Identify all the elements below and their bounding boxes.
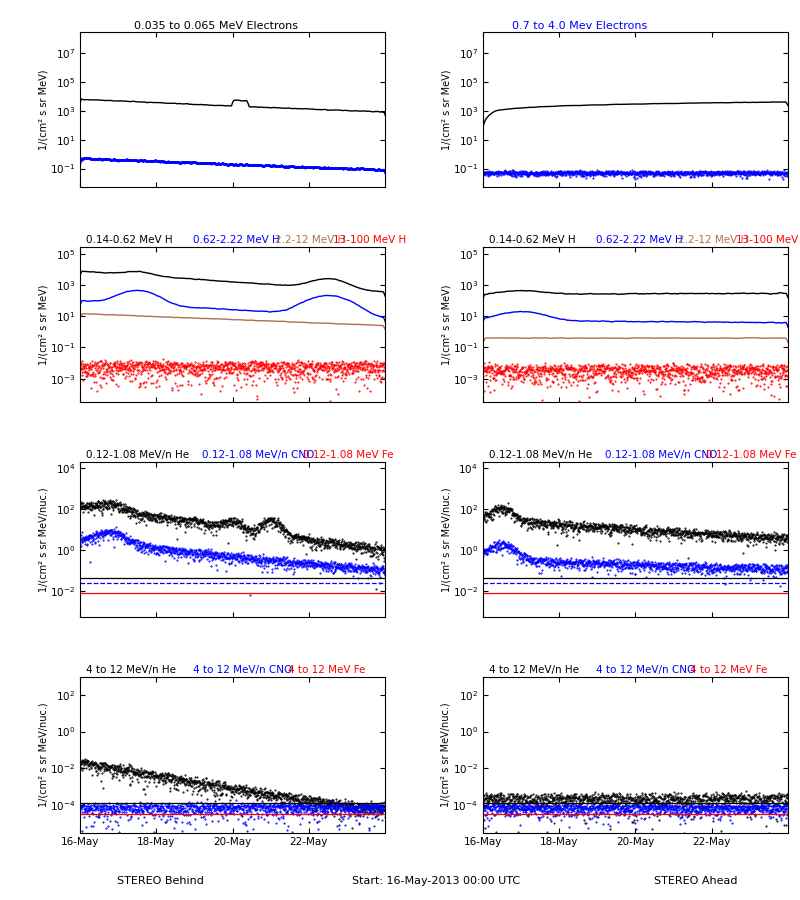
Text: 0.12-1.08 MeV/n CNO: 0.12-1.08 MeV/n CNO bbox=[202, 450, 314, 460]
Text: STEREO Behind: STEREO Behind bbox=[117, 876, 203, 886]
Text: 4 to 12 MeV/n CNO: 4 to 12 MeV/n CNO bbox=[596, 665, 695, 675]
Text: 0.14-0.62 MeV H: 0.14-0.62 MeV H bbox=[489, 235, 575, 245]
Y-axis label: 1/(cm² s sr MeV): 1/(cm² s sr MeV) bbox=[38, 284, 48, 364]
Text: 4 to 12 MeV/n He: 4 to 12 MeV/n He bbox=[86, 665, 176, 675]
Text: 13-100 MeV H: 13-100 MeV H bbox=[334, 235, 406, 245]
Text: 13-100 MeV H: 13-100 MeV H bbox=[736, 235, 800, 245]
Text: 0.62-2.22 MeV H: 0.62-2.22 MeV H bbox=[193, 235, 280, 245]
Text: 0.7 to 4.0 Mev Electrons: 0.7 to 4.0 Mev Electrons bbox=[512, 21, 647, 31]
Text: 4 to 12 MeV/n He: 4 to 12 MeV/n He bbox=[489, 665, 579, 675]
Y-axis label: 1/(cm² s sr MeV): 1/(cm² s sr MeV) bbox=[442, 69, 451, 149]
Y-axis label: 1/(cm² s sr MeV): 1/(cm² s sr MeV) bbox=[38, 69, 48, 149]
Y-axis label: 1/(cm² s sr MeV/nuc.): 1/(cm² s sr MeV/nuc.) bbox=[442, 487, 451, 592]
Text: 0.12-1.08 MeV/n CNO: 0.12-1.08 MeV/n CNO bbox=[605, 450, 718, 460]
Text: 0.62-2.22 MeV H: 0.62-2.22 MeV H bbox=[596, 235, 682, 245]
Text: STEREO Ahead: STEREO Ahead bbox=[654, 876, 738, 886]
Text: 0.14-0.62 MeV H: 0.14-0.62 MeV H bbox=[86, 235, 173, 245]
Text: 0.12-1.08 MeV/n He: 0.12-1.08 MeV/n He bbox=[489, 450, 592, 460]
Y-axis label: 1/(cm² s sr MeV/nuc.): 1/(cm² s sr MeV/nuc.) bbox=[441, 702, 451, 807]
Text: 0.035 to 0.065 MeV Electrons: 0.035 to 0.065 MeV Electrons bbox=[134, 21, 298, 31]
Text: 2.2-12 MeV H: 2.2-12 MeV H bbox=[678, 235, 748, 245]
Text: Start: 16-May-2013 00:00 UTC: Start: 16-May-2013 00:00 UTC bbox=[352, 876, 520, 886]
Text: 0.12-1.08 MeV/n He: 0.12-1.08 MeV/n He bbox=[86, 450, 190, 460]
Y-axis label: 1/(cm² s sr MeV/nuc.): 1/(cm² s sr MeV/nuc.) bbox=[38, 487, 49, 592]
Text: 4 to 12 MeV/n CNO: 4 to 12 MeV/n CNO bbox=[193, 665, 292, 675]
Text: 4 to 12 MeV Fe: 4 to 12 MeV Fe bbox=[690, 665, 768, 675]
Text: 2.2-12 MeV H: 2.2-12 MeV H bbox=[275, 235, 346, 245]
Y-axis label: 1/(cm² s sr MeV/nuc.): 1/(cm² s sr MeV/nuc.) bbox=[38, 702, 48, 807]
Text: 4 to 12 MeV Fe: 4 to 12 MeV Fe bbox=[287, 665, 365, 675]
Y-axis label: 1/(cm² s sr MeV): 1/(cm² s sr MeV) bbox=[441, 284, 451, 364]
Text: 0.12-1.08 MeV Fe: 0.12-1.08 MeV Fe bbox=[302, 450, 394, 460]
Text: 0.12-1.08 MeV Fe: 0.12-1.08 MeV Fe bbox=[706, 450, 796, 460]
